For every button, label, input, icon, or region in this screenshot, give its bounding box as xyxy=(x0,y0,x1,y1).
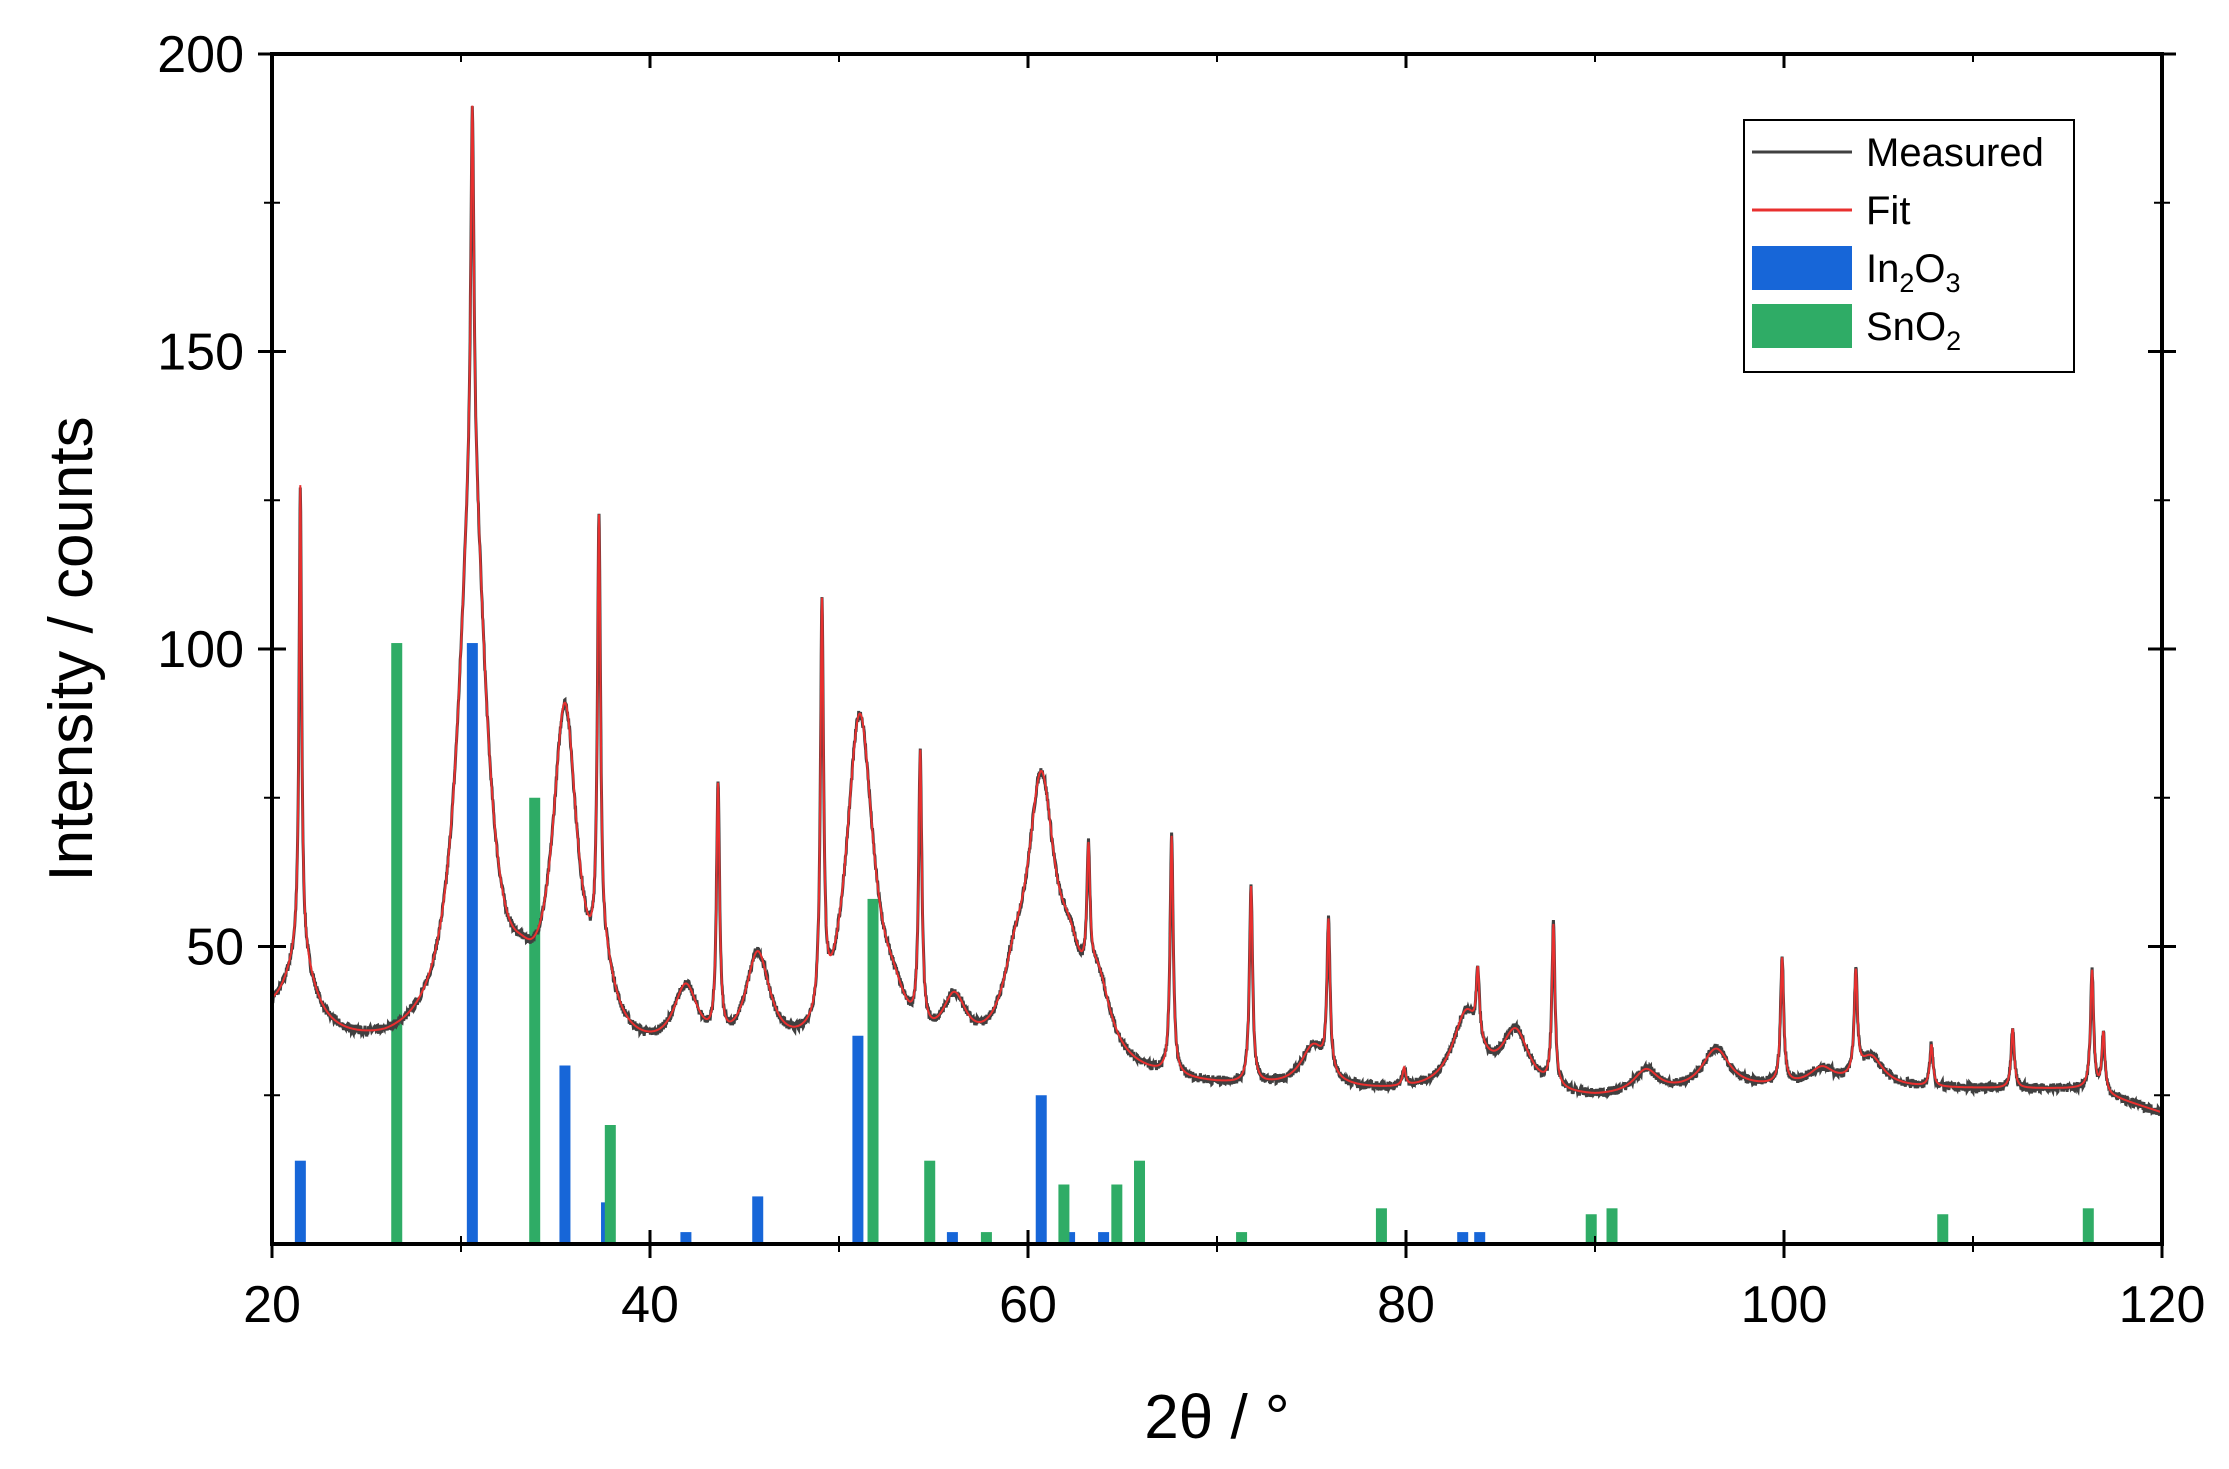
bar-SnO2 xyxy=(529,797,541,1244)
bar-In2O3 xyxy=(752,1196,764,1244)
y-tick-label: 200 xyxy=(157,26,244,84)
x-tick-label: 80 xyxy=(1377,1276,1435,1334)
legend-swatch-in xyxy=(1752,246,1852,290)
y-axis-ticks: 50 100 150 200 xyxy=(157,26,2176,1097)
bar-SnO2 xyxy=(1585,1214,1597,1244)
bar-In2O3 xyxy=(680,1232,692,1244)
bar-SnO2 xyxy=(867,898,879,1244)
x-tick-label: 120 xyxy=(2119,1276,2206,1334)
bar-SnO2 xyxy=(2082,1208,2094,1244)
pattern-lines xyxy=(272,105,2162,1117)
bar-In2O3 xyxy=(946,1232,958,1244)
legend-swatch-sn xyxy=(1752,304,1852,348)
bar-In2O3 xyxy=(294,1160,306,1244)
x-tick-label: 100 xyxy=(1741,1276,1828,1334)
legend-label: Measured xyxy=(1866,131,2044,175)
x-tick-label: 20 xyxy=(243,1276,301,1334)
bar-SnO2 xyxy=(1606,1208,1618,1244)
y-axis-title: Intensity / counts xyxy=(37,416,106,881)
x-tick-label: 60 xyxy=(999,1276,1057,1334)
x-tick-label: 40 xyxy=(621,1276,679,1334)
bar-In2O3 xyxy=(1457,1232,1469,1244)
y-tick-label: 150 xyxy=(157,324,244,382)
bar-SnO2 xyxy=(1236,1232,1248,1244)
bar-In2O3 xyxy=(466,643,478,1244)
x-axis-title: 2θ / ° xyxy=(1144,1383,1289,1452)
bar-In2O3 xyxy=(559,1065,571,1244)
x-axis-ticks: 20 40 60 80 100 120 xyxy=(243,54,2205,1334)
bar-SnO2 xyxy=(391,643,403,1244)
legend-label: In2O3 xyxy=(1866,247,1961,298)
bar-In2O3 xyxy=(852,1035,864,1244)
bar-SnO2 xyxy=(1111,1184,1123,1244)
bar-In2O3 xyxy=(1098,1232,1110,1244)
legend: Measured Fit In2O3 SnO2 xyxy=(1743,119,2075,373)
bar-In2O3 xyxy=(1064,1232,1076,1244)
y-tick-label: 50 xyxy=(186,919,244,977)
bar-In2O3 xyxy=(1035,1095,1047,1244)
bar-SnO2 xyxy=(1134,1160,1146,1244)
bar-SnO2 xyxy=(1058,1184,1070,1244)
bar-In2O3 xyxy=(1474,1232,1486,1244)
bar-SnO2 xyxy=(1937,1214,1949,1244)
bar-SnO2 xyxy=(1375,1208,1387,1244)
fit-series-line xyxy=(272,105,2162,1114)
bar-SnO2 xyxy=(604,1125,616,1244)
legend-label: SnO2 xyxy=(1866,305,1961,356)
y-tick-label: 100 xyxy=(157,621,244,679)
bar-SnO2 xyxy=(924,1160,936,1244)
legend-label: Fit xyxy=(1866,189,1910,233)
reference-bars xyxy=(294,643,2094,1244)
bar-SnO2 xyxy=(980,1232,992,1244)
